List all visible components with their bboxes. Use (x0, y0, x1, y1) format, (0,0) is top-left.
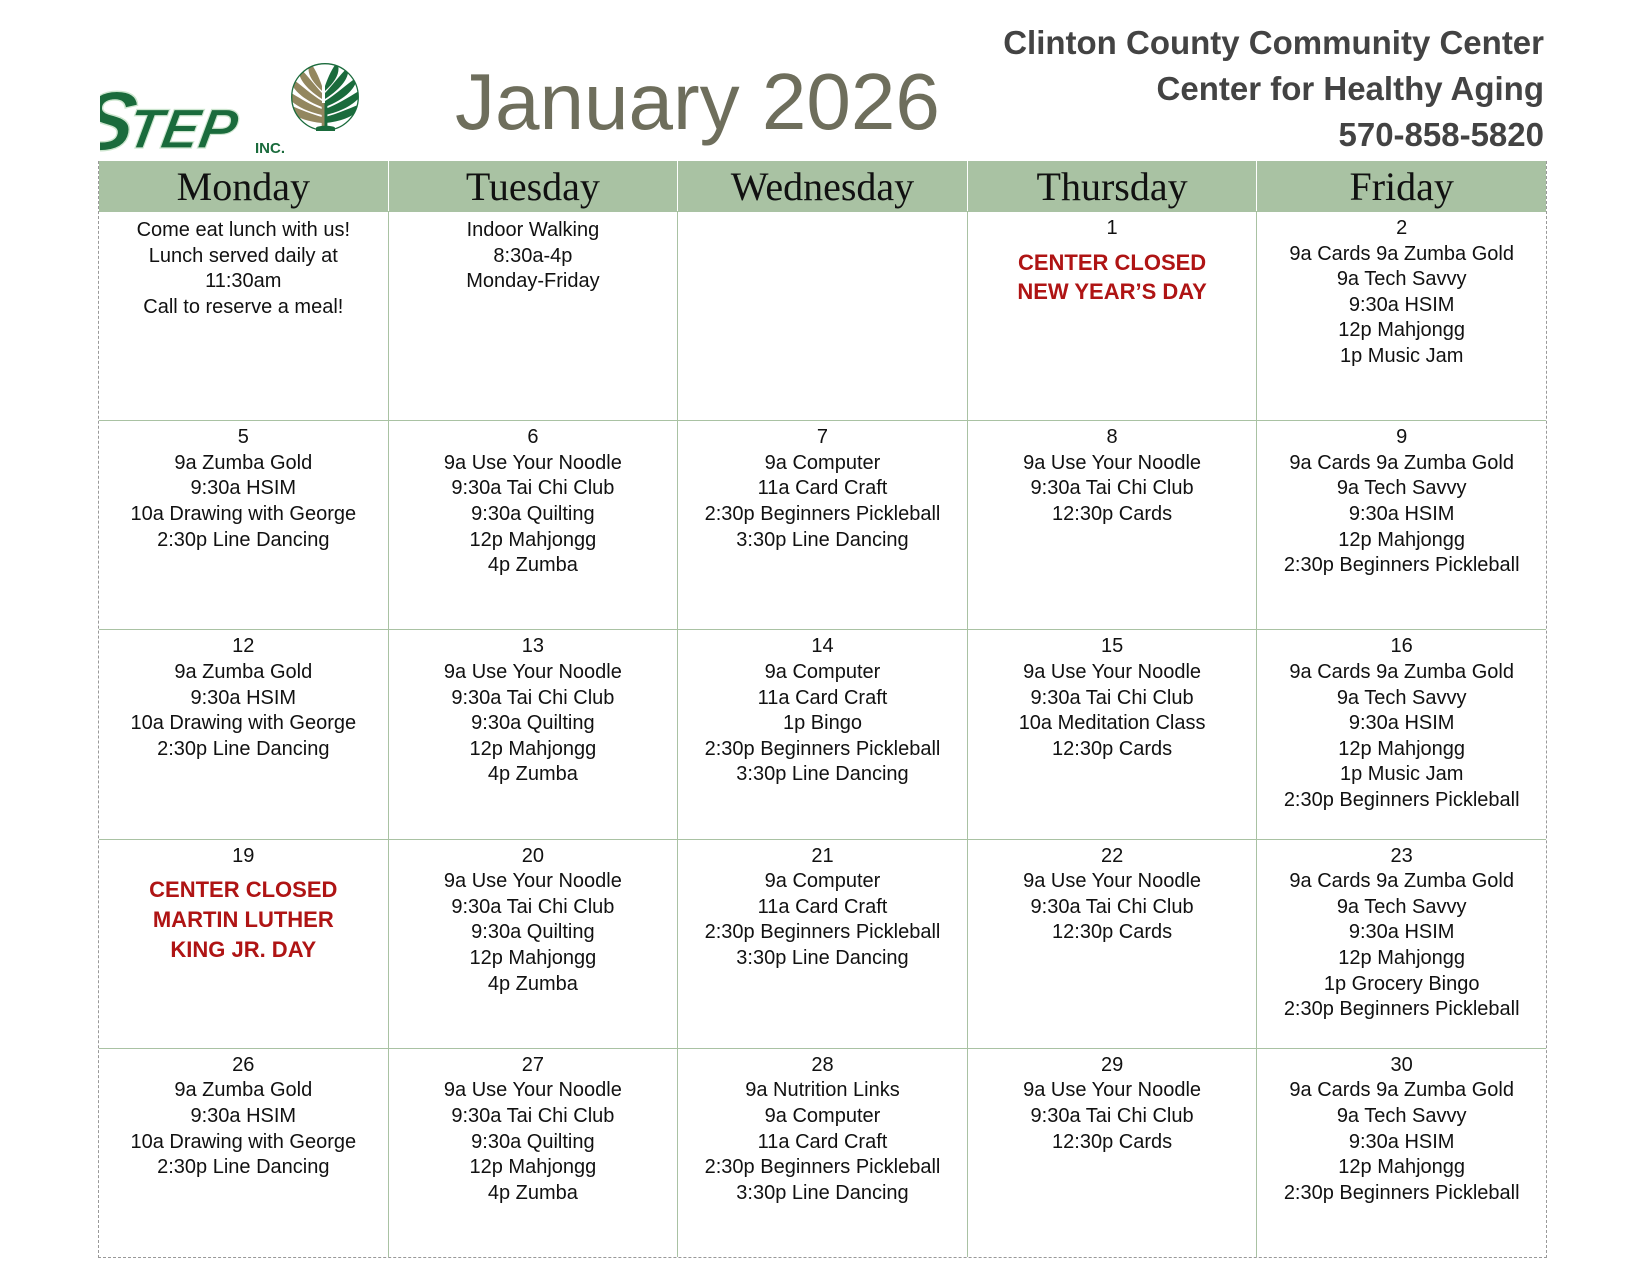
svg-text:INC.: INC. (255, 140, 285, 157)
svg-text:TEP: TEP (123, 97, 243, 160)
